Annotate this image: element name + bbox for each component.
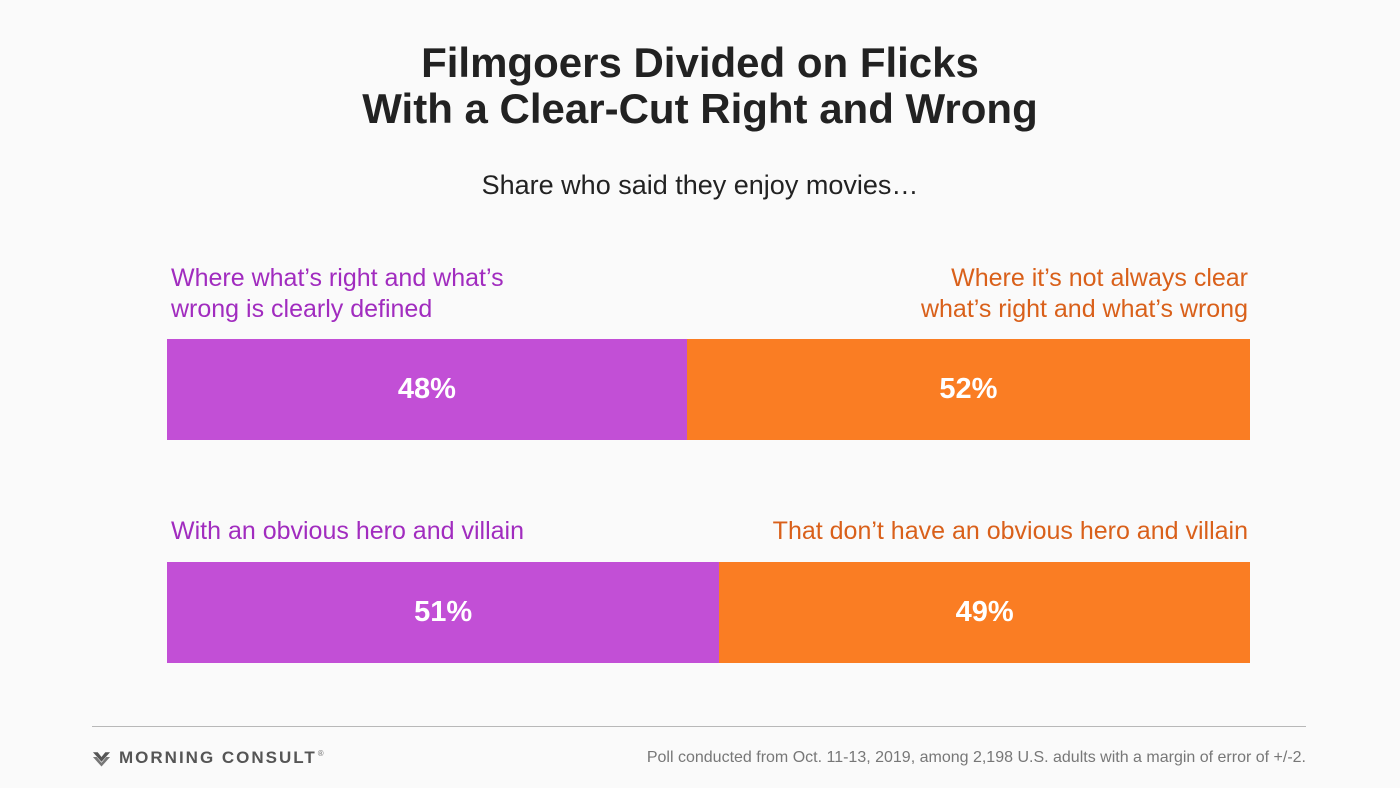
bar-row-1: 48% 52%	[167, 339, 1250, 440]
brand-name-text: MORNING CONSULT	[119, 748, 317, 767]
brand-registered-mark: ®	[317, 749, 324, 759]
bar-segment-row-2-right: 49%	[719, 562, 1250, 663]
value-label-row-1-right: 52%	[939, 373, 998, 405]
chart-title-line-2: With a Clear-Cut Right and Wrong	[362, 85, 1038, 132]
row-2-left-label-line-1: With an obvious hero and villain	[171, 517, 524, 545]
footnote: Poll conducted from Oct. 11-13, 2019, am…	[646, 749, 1306, 766]
row-1-left-label-line-2: wrong is clearly defined	[171, 295, 433, 323]
value-label-row-2-left: 51%	[414, 596, 473, 628]
row-1-right-label-line-1: Where it’s not always clear	[951, 264, 1248, 292]
row-2-right-label-line-1: That don’t have an obvious hero and vill…	[772, 517, 1248, 545]
bar-segment-row-1-left: 48%	[167, 339, 687, 440]
value-label-row-1-left: 48%	[397, 373, 456, 405]
brand: MORNING CONSULT®	[92, 746, 324, 770]
chart-title: Filmgoers Divided on Flicks With a Clear…	[0, 40, 1400, 132]
bar-segment-row-1-right: 52%	[686, 339, 1250, 440]
row-1-left-label: Where what’s right and what’s wrong is c…	[171, 263, 504, 325]
brand-name: MORNING CONSULT®	[119, 748, 324, 768]
row-2-right-label: That don’t have an obvious hero and vill…	[773, 516, 1248, 547]
bar-segment-row-2-left: 51%	[167, 562, 720, 663]
row-1-right-label: Where it’s not always clear what’s right…	[921, 263, 1248, 325]
bar-row-2: 51% 49%	[167, 562, 1250, 663]
row-1-left-label-line-1: Where what’s right and what’s	[171, 264, 504, 292]
footer-divider	[92, 726, 1306, 727]
value-label-row-2-right: 49%	[955, 596, 1014, 628]
chart-title-line-1: Filmgoers Divided on Flicks	[421, 39, 979, 86]
morning-consult-logo-icon	[92, 752, 111, 767]
row-1-right-label-line-2: what’s right and what’s wrong	[920, 295, 1248, 323]
row-2-left-label: With an obvious hero and villain	[171, 516, 524, 547]
chart-subtitle: Share who said they enjoy movies…	[481, 170, 919, 200]
